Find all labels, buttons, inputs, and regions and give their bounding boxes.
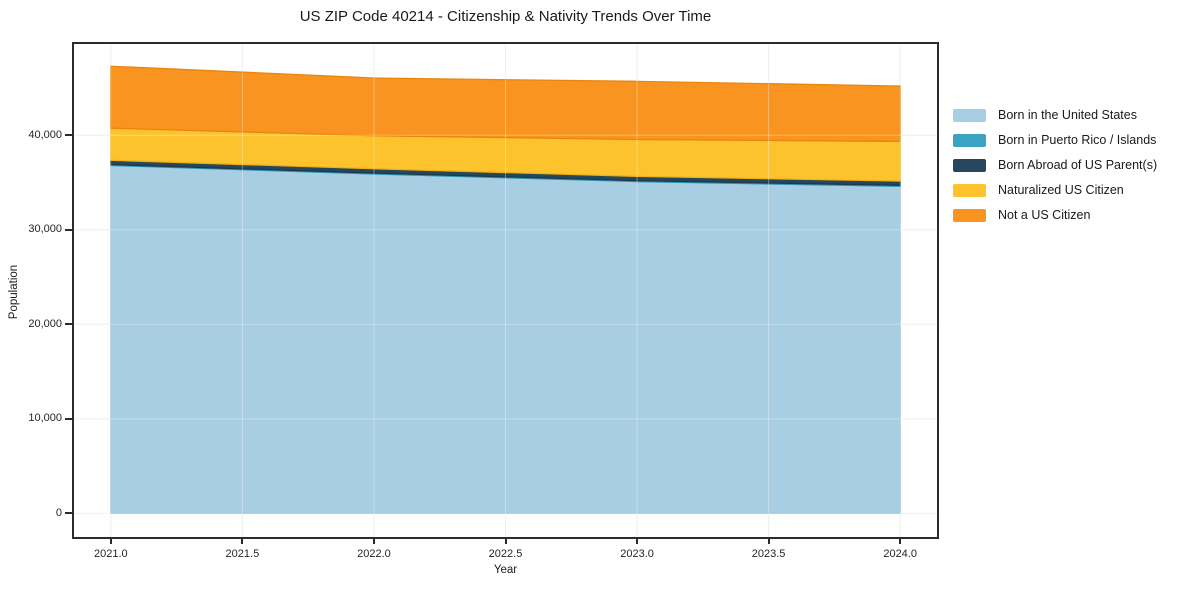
x-tick-mark — [504, 537, 507, 544]
x-tick-label: 2023.5 — [751, 548, 786, 560]
legend-swatch-icon — [953, 209, 986, 222]
x-tick-mark — [899, 537, 902, 544]
x-tick-label: 2021.0 — [94, 548, 128, 560]
x-tick-label: 2022.5 — [488, 548, 523, 560]
legend-swatch-icon — [953, 134, 986, 147]
legend-item-not-a-us-citizen: Not a US Citizen — [953, 209, 1157, 222]
x-tick-label: 2021.5 — [225, 548, 260, 560]
legend-item-born-in-the-united-states: Born in the United States — [953, 109, 1157, 122]
x-tick-mark — [241, 537, 244, 544]
x-tick-mark — [767, 537, 770, 544]
chart-title: US ZIP Code 40214 - Citizenship & Nativi… — [299, 8, 712, 25]
x-tick-label: 2024.0 — [883, 548, 917, 560]
y-tick-label: 0 — [55, 506, 62, 519]
legend-label: Not a US Citizen — [998, 208, 1091, 222]
legend-item-naturalized-us-citizen: Naturalized US Citizen — [953, 184, 1157, 197]
x-tick-mark — [372, 537, 375, 544]
legend-label: Naturalized US Citizen — [998, 183, 1124, 197]
y-tick-mark — [65, 417, 72, 420]
x-axis-label: Year — [493, 564, 518, 576]
x-tick-label: 2022.0 — [357, 548, 391, 560]
legend-label: Born in the United States — [998, 108, 1137, 122]
legend-label: Born in Puerto Rico / Islands — [998, 133, 1157, 147]
plot-area — [72, 42, 939, 539]
legend: Born in the United States Born in Puerto … — [953, 109, 1157, 222]
legend-label: Born Abroad of US Parent(s) — [998, 158, 1158, 172]
y-tick-label: 10,000 — [28, 412, 62, 425]
y-tick-mark — [65, 228, 72, 231]
x-tick-mark — [109, 537, 112, 544]
x-tick-mark — [636, 537, 639, 544]
y-tick-mark — [65, 134, 72, 137]
legend-item-born-abroad-of-us-parent-s: Born Abroad of US Parent(s) — [953, 159, 1157, 172]
y-tick-label: 20,000 — [28, 317, 62, 330]
legend-item-born-in-puerto-rico-islands: Born in Puerto Rico / Islands — [953, 134, 1157, 147]
x-tick-label: 2023.0 — [620, 548, 654, 560]
legend-swatch-icon — [953, 159, 986, 172]
y-tick-label: 40,000 — [28, 128, 62, 141]
legend-swatch-icon — [953, 109, 986, 122]
y-tick-mark — [65, 323, 72, 326]
y-tick-mark — [65, 512, 72, 515]
stacked-area-chart — [74, 44, 937, 537]
legend-swatch-icon — [953, 184, 986, 197]
area-not-a-us-citizen — [110, 65, 901, 143]
y-tick-label: 30,000 — [28, 223, 62, 236]
